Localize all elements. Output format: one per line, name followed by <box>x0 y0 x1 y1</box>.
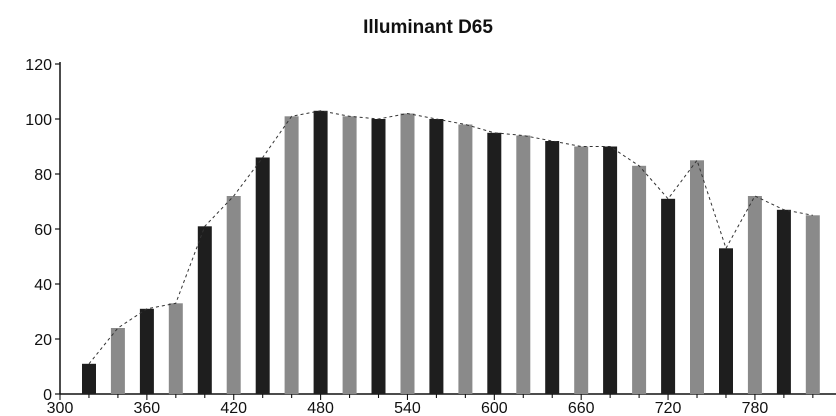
bar <box>371 119 386 394</box>
x-tick-label: 720 <box>655 400 682 416</box>
x-tick-label: 780 <box>742 400 769 416</box>
bar <box>516 135 531 394</box>
bar <box>429 119 444 394</box>
y-tick-label: 100 <box>25 112 52 129</box>
bar <box>690 160 704 395</box>
bar <box>603 146 618 394</box>
bar <box>139 308 154 395</box>
axes <box>55 62 836 400</box>
y-tick-label: 40 <box>34 277 52 294</box>
bar <box>632 165 647 395</box>
x-tick-label: 660 <box>568 400 595 416</box>
x-tick-label: 480 <box>307 400 334 416</box>
x-tick-label: 420 <box>220 400 247 416</box>
trend-line <box>88 110 813 365</box>
bar <box>487 132 502 395</box>
bar <box>776 209 791 395</box>
y-tick-label: 20 <box>34 332 52 349</box>
series-line <box>88 110 813 365</box>
bar <box>545 141 560 394</box>
x-tick-label: 600 <box>481 400 508 416</box>
y-tick-label: 60 <box>34 222 52 239</box>
x-tick-label: 300 <box>47 400 74 416</box>
bar <box>342 116 357 395</box>
y-tick-label: 80 <box>34 167 52 184</box>
bar <box>747 196 762 394</box>
bar <box>719 248 733 395</box>
y-tick-label: 120 <box>25 57 52 74</box>
bars <box>82 110 820 395</box>
tick-labels: 0 20 40 60 80 100 120 300 360 420 480 540 600 660 720 7… <box>25 57 768 416</box>
bar <box>805 215 820 395</box>
bar <box>458 124 473 394</box>
bar <box>82 363 96 395</box>
bar <box>255 157 270 394</box>
y-tick-label: 0 <box>43 387 52 404</box>
bar <box>574 146 589 394</box>
chart-title: Illuminant D65 <box>363 17 493 38</box>
x-tick-label: 540 <box>394 400 421 416</box>
bar <box>110 328 125 394</box>
bar <box>313 110 328 395</box>
bar <box>168 303 183 395</box>
bar <box>226 196 241 394</box>
bar <box>284 116 299 395</box>
bar <box>661 198 676 395</box>
bar <box>400 113 415 394</box>
bar <box>197 226 212 395</box>
x-tick-label: 360 <box>134 400 161 416</box>
